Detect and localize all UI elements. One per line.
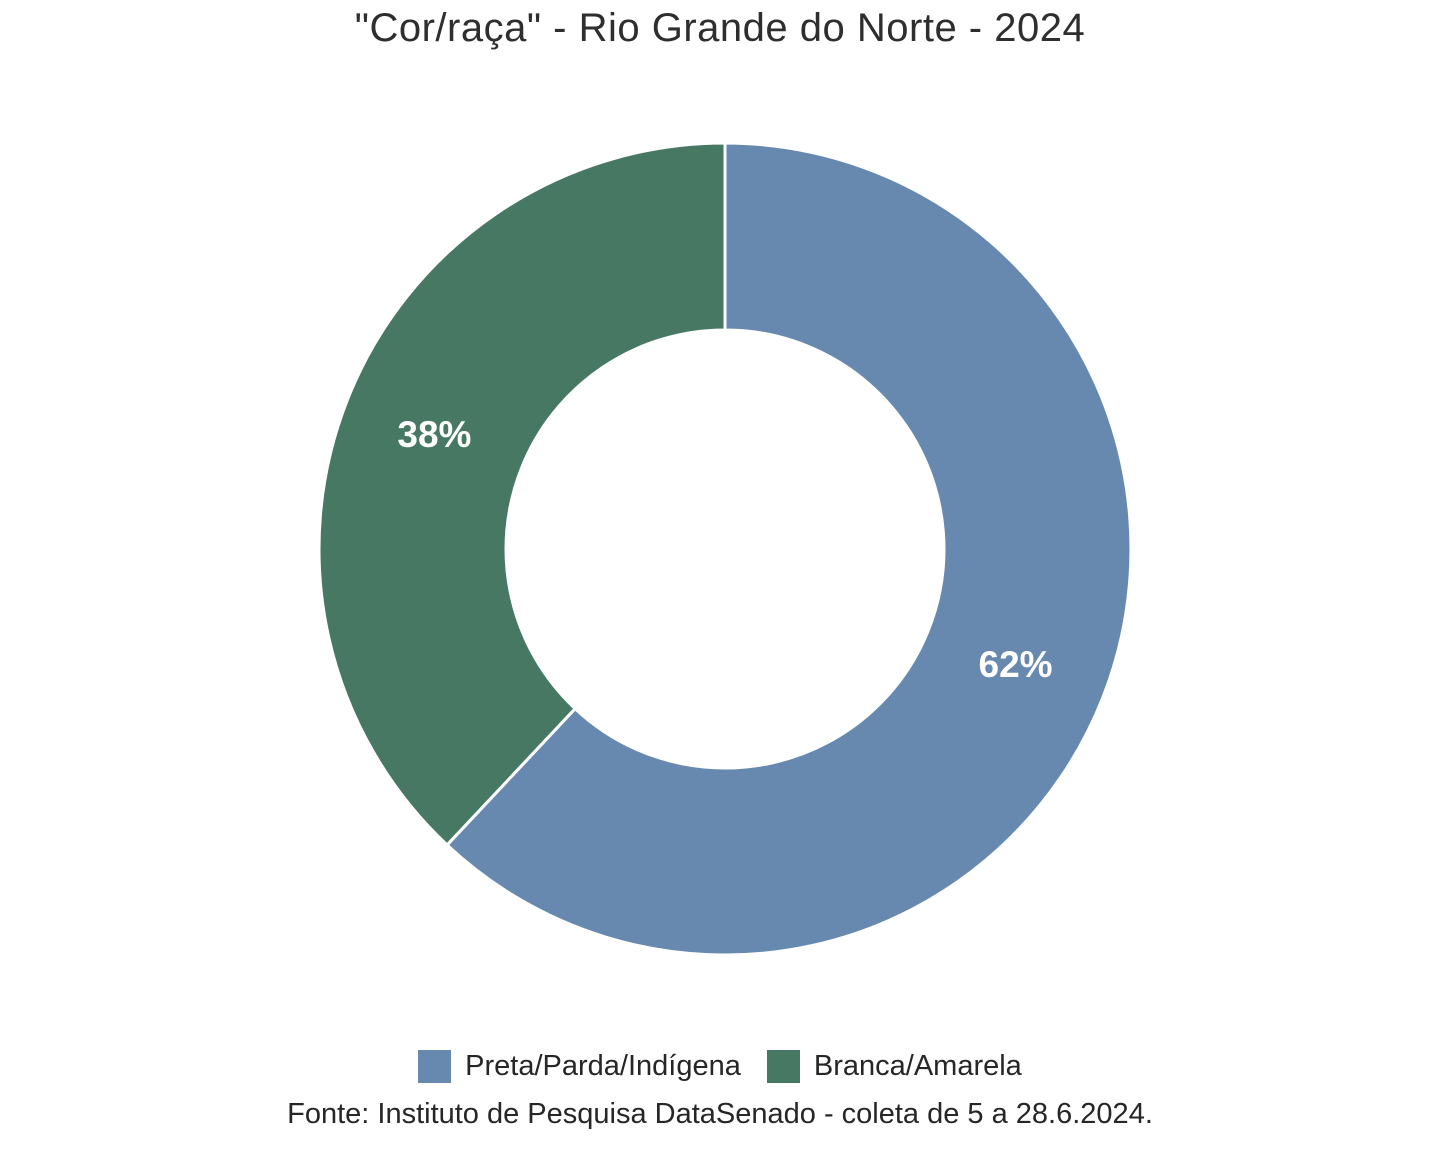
legend-item-1: Preta/Parda/Indígena	[418, 1050, 741, 1083]
legend-swatch-2	[766, 1050, 800, 1083]
chart-legend: Preta/Parda/Indígena Branca/Amarela	[0, 1050, 1440, 1083]
legend-label-1: Preta/Parda/Indígena	[465, 1050, 741, 1082]
source-caption: Fonte: Instituto de Pesquisa DataSenado …	[287, 1098, 1153, 1130]
slice-label-2: 38%	[397, 414, 471, 455]
legend-item-2: Branca/Amarela	[766, 1050, 1022, 1083]
donut-slice-1	[444, 141, 1133, 957]
legend-label-2: Branca/Amarela	[813, 1050, 1022, 1082]
donut-slice-2	[317, 141, 727, 848]
legend-swatch-1	[418, 1050, 452, 1083]
slice-label-1: 62%	[979, 644, 1053, 685]
chart-title: "Cor/raça" - Rio Grande do Norte - 2024	[354, 6, 1086, 50]
